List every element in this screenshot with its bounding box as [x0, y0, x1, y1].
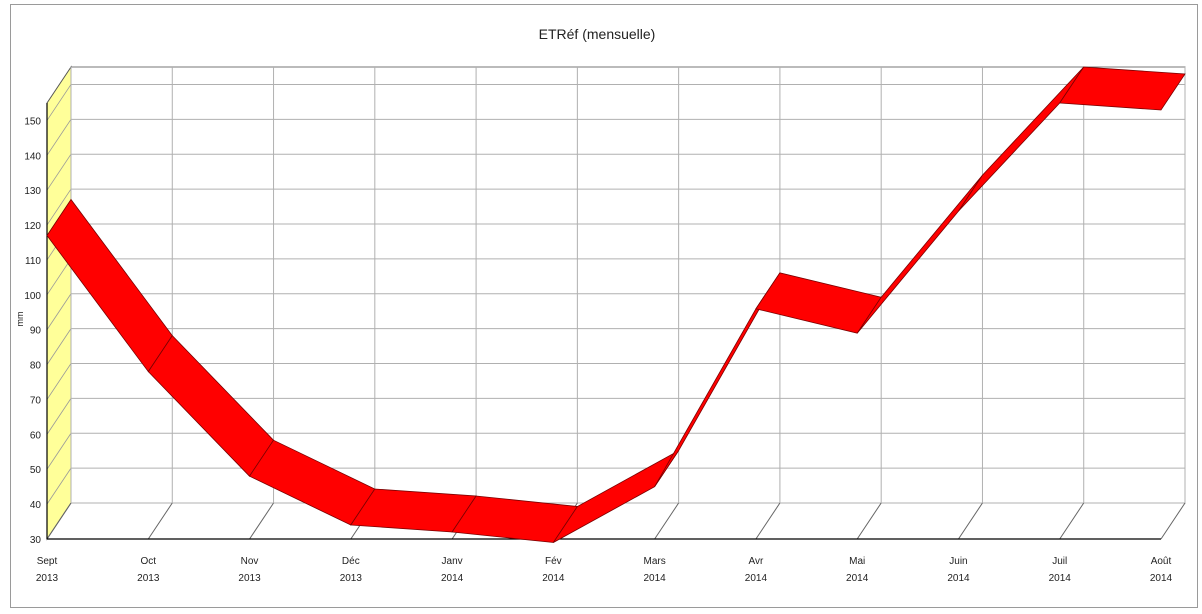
floor-depth-line: [654, 502, 680, 540]
x-tick-label-month: Janv: [442, 556, 463, 567]
x-tick-label-year: 2014: [644, 573, 667, 584]
y-tick-label: 70: [30, 395, 42, 406]
y-tick-label: 90: [30, 326, 42, 337]
x-tick-label-year: 2014: [1049, 573, 1072, 584]
y-tick-label: 130: [24, 186, 41, 197]
x-tick-label-month: Juil: [1052, 556, 1067, 567]
x-tick-label-year: 2014: [745, 573, 768, 584]
x-tick-label-year: 2014: [846, 573, 869, 584]
x-tick-label-month: Juin: [949, 556, 967, 567]
x-tick-label-year: 2013: [36, 573, 59, 584]
side-wall-grid-line: [46, 328, 72, 365]
series-ribbon: [46, 66, 1186, 543]
y-tick-label: 110: [25, 256, 41, 267]
side-wall-grid-line: [46, 188, 72, 226]
etref-chart: ETRéf (mensuelle) mm 30 40 50 60 70 80 90 100 11…: [15, 26, 1186, 584]
side-wall-grid-line: [46, 258, 72, 296]
y-tick-label: 100: [24, 291, 41, 302]
x-tick-label-month: Sept: [37, 556, 58, 567]
floor-depth-line: [856, 502, 882, 540]
x-tick-label-year: 2014: [1150, 573, 1173, 584]
chart-title: ETRéf (mensuelle): [539, 26, 656, 42]
x-tick-label-year: 2013: [238, 573, 261, 584]
y-tick-label: 30: [30, 535, 42, 546]
y-tick-label: 140: [24, 151, 41, 162]
side-wall-grid-line: [46, 119, 72, 156]
x-tick-label-month: Déc: [342, 556, 360, 567]
x-tick-label-year: 2013: [137, 573, 160, 584]
side-wall-grid-line: [46, 398, 72, 435]
y-tick-label: 120: [24, 221, 41, 232]
floor-depth-line: [1059, 502, 1085, 540]
chart-frame: ETRéf (mensuelle) mm 30 40 50 60 70 80 90 100 11…: [10, 4, 1198, 608]
y-axis-label: mm: [15, 312, 25, 327]
x-tick-label-year: 2013: [340, 573, 363, 584]
x-tick-label-month: Nov: [241, 556, 259, 567]
side-wall-grid-line: [46, 293, 72, 330]
x-tick-label-month: Mars: [644, 556, 666, 567]
y-tick-label: 150: [24, 116, 41, 127]
floor-depth-line: [1160, 502, 1186, 540]
y-tick-label: 60: [30, 430, 42, 441]
floor-depth-line: [755, 502, 781, 540]
side-wall-grid-line: [46, 153, 72, 191]
x-tick-label-year: 2014: [542, 573, 565, 584]
side-wall-grid-line: [46, 433, 72, 470]
tick-labels: 30 40 50 60 70 80 90 100 110 120 130 140 150 Sept 2013…: [24, 116, 1172, 584]
floor-depth-line: [46, 502, 72, 540]
x-tick-label-month: Mai: [849, 556, 865, 567]
series-segment: [1058, 66, 1186, 111]
y-tick-label: 50: [30, 465, 42, 476]
side-wall-grid-line: [46, 467, 72, 505]
floor-depth-line: [147, 502, 173, 540]
side-wall-grid-line: [46, 84, 72, 121]
x-tick-label-month: Avr: [748, 556, 763, 567]
x-tick-label-year: 2014: [441, 573, 464, 584]
floor-depth-line: [249, 502, 274, 540]
x-tick-label-month: Oct: [140, 556, 156, 567]
side-wall-grid-line: [46, 363, 72, 400]
x-tick-label-month: Fév: [545, 556, 562, 567]
y-tick-label: 40: [30, 500, 42, 511]
x-tick-label-year: 2014: [947, 573, 970, 584]
floor-depth-line: [958, 502, 983, 540]
y-tick-label: 80: [30, 361, 42, 372]
x-tick-label-month: Août: [1151, 556, 1172, 567]
